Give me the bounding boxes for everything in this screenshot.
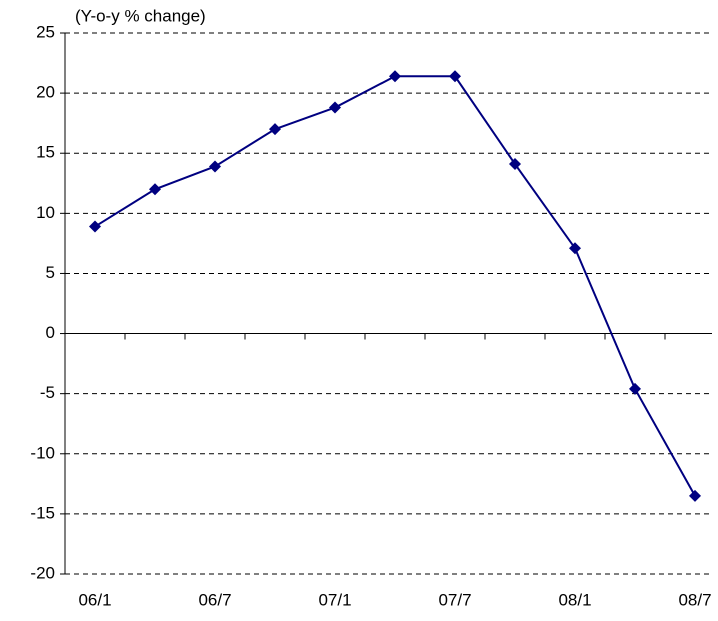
data-point <box>569 242 581 255</box>
x-tick-label: 07/1 <box>318 590 351 609</box>
data-point <box>449 70 461 83</box>
y-tick-label: 15 <box>36 143 55 162</box>
x-tick-label: 07/7 <box>438 590 471 609</box>
data-point <box>89 220 101 233</box>
data-point <box>689 489 701 502</box>
y-tick-label: 25 <box>36 22 55 41</box>
data-point <box>269 123 281 136</box>
y-tick-label: 20 <box>36 83 55 102</box>
y-tick-label: -5 <box>40 383 55 402</box>
data-point <box>509 158 521 171</box>
x-tick-label: 06/7 <box>198 590 231 609</box>
y-axis-label: (Y-o-y % change) <box>75 6 206 25</box>
data-line <box>94 75 696 497</box>
data-point <box>149 183 161 196</box>
y-tick-label: 10 <box>36 203 55 222</box>
y-tick-label: -20 <box>30 563 55 582</box>
data-point <box>629 382 641 395</box>
y-tick-label: 5 <box>46 263 55 282</box>
data-point <box>329 101 341 114</box>
x-tick-label: 08/1 <box>558 590 591 609</box>
y-tick-label: -15 <box>30 503 55 522</box>
x-tick-label: 08/7 <box>678 590 711 609</box>
y-tick-label: -10 <box>30 443 55 462</box>
data-point <box>209 160 221 173</box>
x-tick-label: 06/1 <box>78 590 111 609</box>
data-point <box>389 70 401 83</box>
y-tick-label: 0 <box>46 323 55 342</box>
